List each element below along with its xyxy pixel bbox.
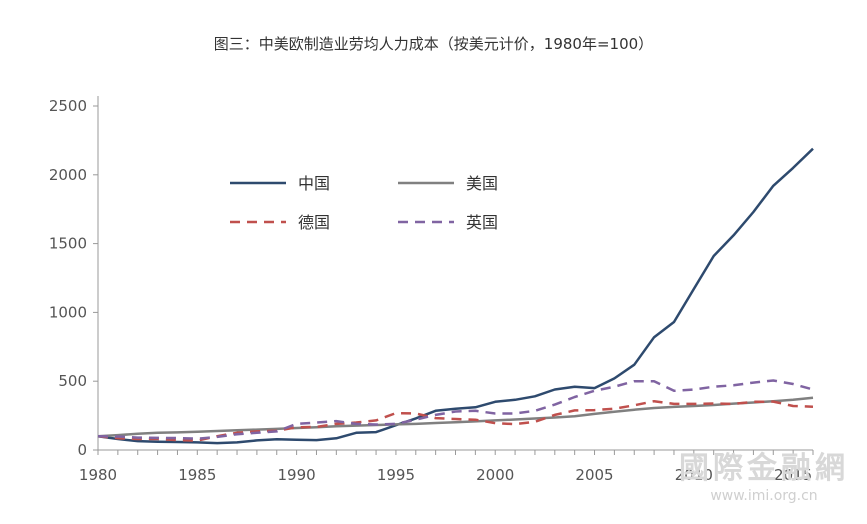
x-tick-label: 1995 [377,466,415,484]
legend-label: 德国 [298,213,330,232]
series-line [97,396,814,438]
chart-title: 图三：中美欧制造业劳均人力成本（按美元计价，1980年=100） [213,35,654,53]
series-line [97,399,814,442]
y-tick-label: 1500 [49,235,87,253]
watermark-logo: 國際金融網 [679,451,849,486]
y-tick-label: 2500 [49,97,87,115]
watermark-url: www.imi.org.cn [710,488,818,504]
y-tick-label: 2000 [49,166,87,184]
x-tick-label: 2015 [774,466,812,484]
series-line [97,147,814,445]
legend-label: 英国 [466,213,498,232]
x-tick-label: 2000 [476,466,514,484]
x-tick-label: 1985 [178,466,216,484]
y-tick-label: 1000 [49,303,87,321]
x-tick-label: 1980 [79,466,117,484]
legend-label: 中国 [298,174,330,193]
y-tick-label: 500 [58,372,87,390]
watermark: 國際金融網 www.imi.org.cn [664,451,864,505]
legend-label: 美国 [466,174,498,193]
x-tick-label: 1990 [278,466,316,484]
series-line [97,379,814,440]
x-tick-label: 2005 [575,466,613,484]
y-tick-label: 0 [77,441,87,459]
x-tick-label: 2010 [675,466,713,484]
axes-layer: 0 500 1000 1500 2000 2500 1980 1985 1990 1995 2000… [49,96,814,484]
series-layer [97,147,814,445]
